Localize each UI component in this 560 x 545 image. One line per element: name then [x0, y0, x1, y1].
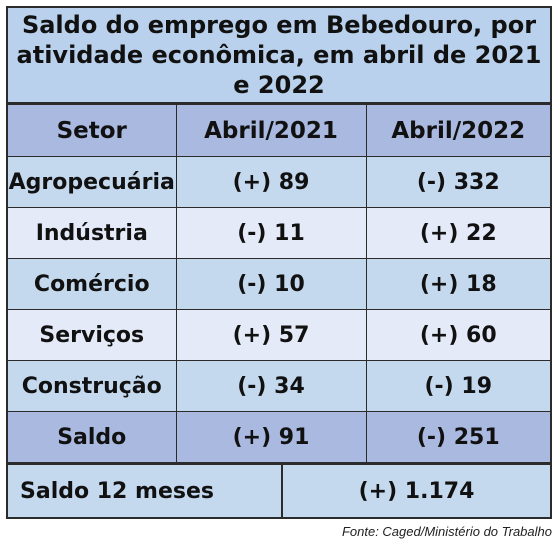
- total-label-cell: Saldo: [8, 411, 177, 463]
- value-2022-cell: (+) 18: [365, 258, 550, 310]
- table-frame: Saldo do emprego em Bebedouro, por ativi…: [6, 6, 552, 519]
- twelve-month-value: (+) 1.174: [358, 478, 475, 504]
- table-row: Indústria (-) 11 (+) 22: [8, 207, 550, 259]
- table-row: Comércio (-) 10 (+) 18: [8, 258, 550, 310]
- sector-cell: Agropecuária: [8, 156, 177, 208]
- table-row: Agropecuária (+) 89 (-) 332: [8, 156, 550, 208]
- header-abril-2021: Abril/2021: [175, 104, 367, 157]
- value-2022-cell: (+) 22: [365, 207, 550, 259]
- table-title: Saldo do emprego em Bebedouro, por ativi…: [8, 8, 550, 104]
- value-2021-cell: (+) 89: [175, 156, 367, 208]
- value-2021-cell: (-) 10: [175, 258, 367, 310]
- total-2021-cell: (+) 91: [175, 411, 367, 463]
- value-2022-cell: (-) 19: [365, 360, 550, 412]
- title-line-1: Saldo do emprego em Bebedouro, por: [21, 11, 537, 39]
- twelve-month-balance-row: Saldo 12 meses (+) 1.174: [8, 463, 550, 517]
- table-total-row: Saldo (+) 91 (-) 251: [8, 411, 550, 463]
- value-2022-cell: (+) 60: [365, 309, 550, 361]
- value-2021-cell: (-) 34: [175, 360, 367, 412]
- total-2022-cell: (-) 251: [365, 411, 550, 463]
- sector-cell: Serviços: [8, 309, 177, 361]
- value-2022-cell: (-) 332: [365, 156, 550, 208]
- table-header-row: Setor Abril/2021 Abril/2022: [8, 104, 550, 157]
- source-caption: Fonte: Caged/Ministério do Trabalho: [341, 524, 552, 539]
- title-line-2: atividade econômica, em abril de 2021 e …: [16, 41, 542, 99]
- table-row: Serviços (+) 57 (+) 60: [8, 309, 550, 361]
- header-setor: Setor: [8, 104, 177, 157]
- sector-cell: Comércio: [8, 258, 177, 310]
- header-abril-2022: Abril/2022: [365, 104, 550, 157]
- table-row: Construção (-) 34 (-) 19: [8, 360, 550, 412]
- employment-table: Setor Abril/2021 Abril/2022 Agropecuária…: [8, 104, 550, 463]
- value-2021-cell: (-) 11: [175, 207, 367, 259]
- sector-cell: Indústria: [8, 207, 177, 259]
- sector-cell: Construção: [8, 360, 177, 412]
- value-2021-cell: (+) 57: [175, 309, 367, 361]
- twelve-month-label: Saldo 12 meses: [8, 465, 283, 517]
